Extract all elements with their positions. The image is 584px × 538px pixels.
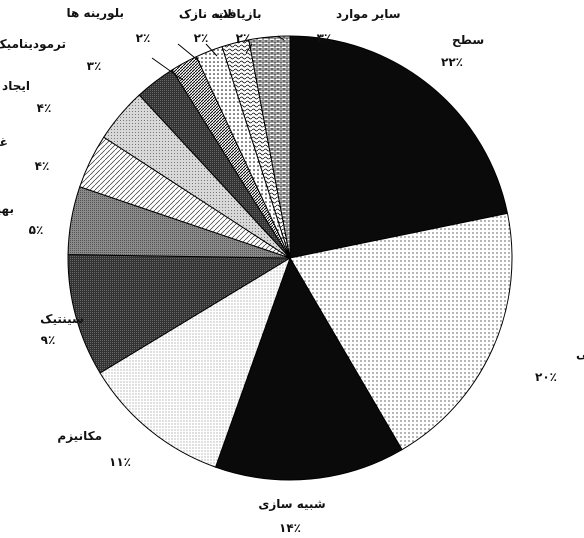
slice-label-13: سایر موارد <box>336 7 401 22</box>
slice-value-label-4: ۱۱٪ <box>109 455 131 469</box>
slice-label-7: غیر فعال شدگی <box>0 135 8 149</box>
pie-slice-4 <box>99 256 291 468</box>
slice-value-label-10: ۲٪ <box>136 31 151 45</box>
slice-label-12: لایه نازک <box>179 7 232 21</box>
slice-label-4: مکانیزم <box>57 429 102 444</box>
slice-label-8: ایجاد گروه عاملی <box>0 79 30 94</box>
slice-value-label-7: ۴٪ <box>35 159 50 173</box>
slice-value-label-3: ۱۴٪ <box>279 521 301 535</box>
slice-label-2: ایزومرهای فضایی <box>576 347 584 362</box>
slice-value-label-9: ۳٪ <box>87 59 102 73</box>
slice-value-label-6: ۵٪ <box>29 223 44 237</box>
pie-slice-13 <box>248 35 291 259</box>
leader-line-13 <box>277 35 285 41</box>
slice-label-10: بلورینه ها <box>66 6 124 21</box>
slice-label-11: بازیافت <box>216 7 262 21</box>
leader-line-12 <box>245 43 253 54</box>
slice-value-label-8: ۴٪ <box>37 101 52 115</box>
pie-slice-3 <box>214 256 403 481</box>
slice-value-label-12: ۲٪ <box>236 31 251 45</box>
slice-label-1: سطح <box>452 33 484 47</box>
pie-slice-1 <box>289 35 509 259</box>
slice-label-6: بهینه سازی <box>0 202 14 216</box>
slice-value-label-11: ۲٪ <box>194 31 209 45</box>
leader-line-11 <box>205 43 218 57</box>
slice-label-9: ترمودینامیک <box>0 37 66 52</box>
pie-slice-2 <box>289 212 513 451</box>
slice-value-label-2: ۲۰٪ <box>535 370 557 384</box>
slice-value-label-13: ۳٪ <box>317 31 332 45</box>
slice-label-3: شبیه سازی <box>258 497 325 511</box>
slice-value-label-5: ۹٪ <box>41 333 56 347</box>
slice-label-5: سینتیک <box>40 312 84 326</box>
slice-value-label-1: ۲۲٪ <box>441 55 463 69</box>
pie-slice-5 <box>67 254 292 374</box>
leader-line-10 <box>177 43 201 63</box>
leader-line-9 <box>151 57 184 81</box>
